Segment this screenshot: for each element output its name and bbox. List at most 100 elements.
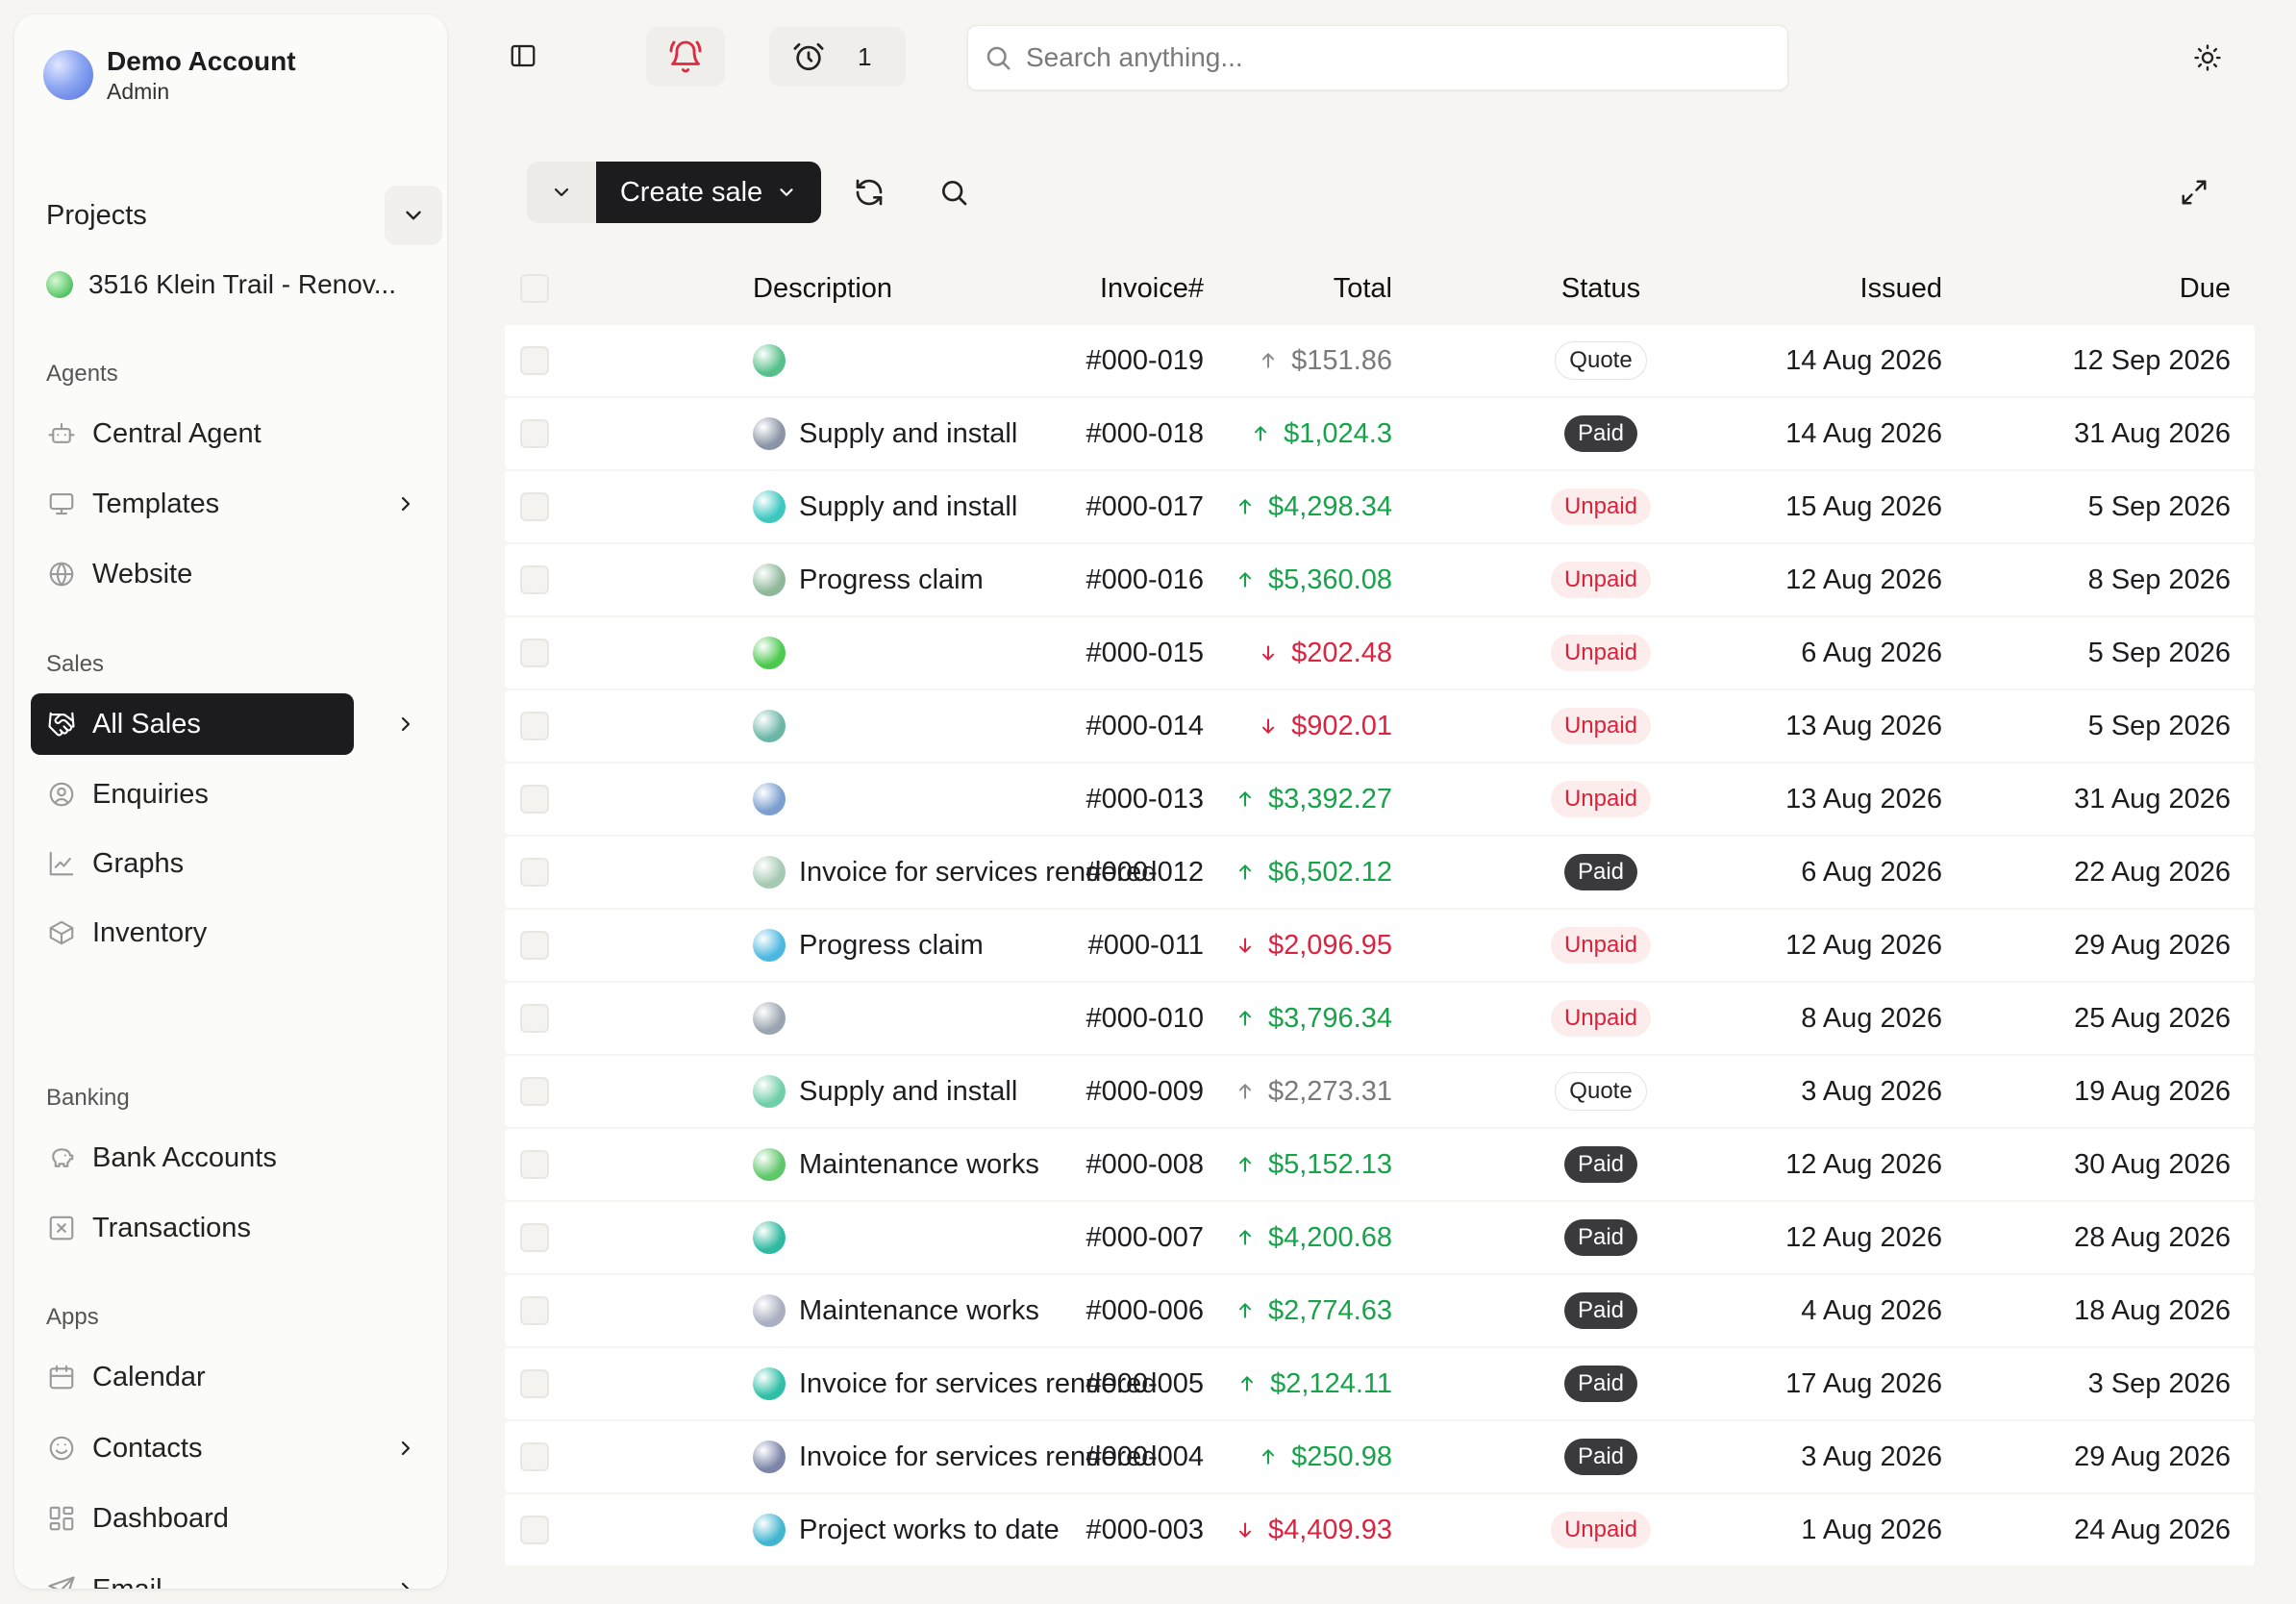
contact-avatar	[753, 929, 786, 962]
invoice-number[interactable]: #000-017	[1086, 490, 1204, 522]
table-row[interactable]: #000-006 Maintenance works $2,774.63 Paid 4 …	[505, 1275, 2255, 1346]
row-checkbox[interactable]	[520, 1202, 553, 1273]
table-row[interactable]: #000-009 Supply and install $2,273.31 Quote…	[505, 1056, 2255, 1127]
header-invoice[interactable]: Invoice#	[1099, 272, 1204, 304]
row-checkbox[interactable]	[520, 1421, 553, 1492]
view-dropdown-button[interactable]	[527, 162, 596, 223]
row-checkbox[interactable]	[520, 910, 553, 981]
invoice-number[interactable]: #000-007	[1086, 1221, 1204, 1253]
create-sale-button[interactable]: Create sale	[596, 162, 821, 223]
invoice-number[interactable]: #000-010	[1086, 1002, 1204, 1034]
invoice-number[interactable]: #000-005	[1086, 1367, 1204, 1399]
arrow-down-icon	[1235, 936, 1255, 955]
expand-button[interactable]	[2171, 169, 2217, 215]
row-checkbox[interactable]	[520, 1494, 553, 1566]
sidebar-item-transactions[interactable]: Transactions	[31, 1197, 354, 1259]
table-row[interactable]: #000-004 Invoice for services rendered $25…	[505, 1421, 2255, 1492]
table-row[interactable]: #000-007 $4,200.68 Paid 12 Aug 2026 28 Aug 2…	[505, 1202, 2255, 1273]
row-checkbox[interactable]	[520, 764, 553, 835]
sidebar-toggle-button[interactable]	[496, 29, 550, 83]
invoice-number[interactable]: #000-014	[1086, 710, 1204, 741]
table-row[interactable]: #000-008 Maintenance works $5,152.13 Paid 12…	[505, 1129, 2255, 1200]
search-bar[interactable]	[967, 25, 1788, 90]
row-checkbox[interactable]	[520, 1348, 553, 1419]
header-status[interactable]: Status	[1560, 272, 1641, 304]
sidebar-item-dashboard[interactable]: Dashboard	[31, 1488, 354, 1549]
search-input[interactable]	[1026, 42, 1757, 73]
header-total[interactable]: Total	[1333, 272, 1392, 304]
table-row[interactable]: #000-011 Progress claim $2,096.95 Unpaid 12 …	[505, 910, 2255, 981]
invoice-number[interactable]: #000-012	[1086, 856, 1204, 888]
row-checkbox[interactable]	[520, 983, 553, 1054]
table-row[interactable]: #000-003 Project works to date $4,409.93 Un…	[505, 1494, 2255, 1566]
invoice-number[interactable]: #000-008	[1086, 1148, 1204, 1180]
row-checkbox[interactable]	[520, 544, 553, 615]
projects-header: Projects	[46, 186, 442, 245]
account-role: Admin	[107, 79, 170, 104]
sidebar-item-bank-accounts[interactable]: Bank Accounts	[31, 1127, 354, 1189]
invoice-number[interactable]: #000-015	[1086, 637, 1204, 668]
contact-avatar	[753, 637, 786, 669]
refresh-button[interactable]	[846, 169, 892, 215]
status-badge: Unpaid	[1550, 1512, 1652, 1548]
invoice-number[interactable]: #000-011	[1087, 929, 1204, 961]
chevron-right-icon[interactable]	[394, 713, 417, 736]
arrow-down-icon	[1259, 716, 1278, 736]
table-row[interactable]: #000-012 Invoice for services rendered $6,…	[505, 837, 2255, 908]
invoice-number[interactable]: #000-018	[1086, 417, 1204, 449]
sidebar-item-contacts[interactable]: Contacts	[31, 1417, 354, 1479]
sidebar-item-email[interactable]: Email	[31, 1559, 354, 1589]
row-checkbox[interactable]	[520, 690, 553, 762]
total-amount: $1,024.3	[1284, 417, 1392, 449]
invoice-number[interactable]: #000-013	[1086, 783, 1204, 815]
projects-collapse-button[interactable]	[385, 186, 442, 245]
sidebar-item-enquiries[interactable]: Enquiries	[31, 764, 354, 825]
notifications-button[interactable]	[646, 27, 725, 87]
due-date: 29 Aug 2026	[2074, 1441, 2231, 1472]
select-all-checkbox[interactable]	[520, 252, 553, 325]
row-checkbox[interactable]	[520, 471, 553, 542]
header-due[interactable]: Due	[2179, 272, 2231, 304]
table-header: Invoice# Description Total Status Issued…	[505, 252, 2255, 325]
table-row[interactable]: #000-014 $902.01 Unpaid 13 Aug 2026 5 Sep 20…	[505, 690, 2255, 762]
row-checkbox[interactable]	[520, 617, 553, 689]
table-row[interactable]: #000-016 Progress claim $5,360.08 Unpaid 12 …	[505, 544, 2255, 615]
invoice-number[interactable]: #000-003	[1086, 1514, 1204, 1545]
account-switcher[interactable]: Demo Account Admin	[43, 45, 296, 105]
sidebar-item-website[interactable]: Website	[31, 543, 354, 605]
chevron-right-icon[interactable]	[394, 492, 417, 515]
row-checkbox[interactable]	[520, 1056, 553, 1127]
table-row[interactable]: #000-005 Invoice for services rendered $2,…	[505, 1348, 2255, 1419]
table-row[interactable]: #000-015 $202.48 Unpaid 6 Aug 2026 5 Sep 202…	[505, 617, 2255, 689]
table-row[interactable]: #000-019 $151.86 Quote 14 Aug 2026 12 Sep 20…	[505, 325, 2255, 396]
table-search-button[interactable]	[931, 169, 977, 215]
table-row[interactable]: #000-013 $3,392.27 Unpaid 13 Aug 2026 31 Aug…	[505, 764, 2255, 835]
row-checkbox[interactable]	[520, 1275, 553, 1346]
table-row[interactable]: #000-017 Supply and install $4,298.34 Unpai…	[505, 471, 2255, 542]
invoice-number[interactable]: #000-009	[1086, 1075, 1204, 1107]
row-checkbox[interactable]	[520, 325, 553, 396]
chevron-right-icon[interactable]	[394, 1578, 417, 1589]
chevron-right-icon[interactable]	[394, 1437, 417, 1460]
sidebar-item-inventory[interactable]: Inventory	[31, 902, 354, 964]
table-row[interactable]: #000-018 Supply and install $1,024.3 Paid 14…	[505, 398, 2255, 469]
sidebar-item-templates[interactable]: Templates	[31, 473, 354, 535]
invoice-number[interactable]: #000-006	[1086, 1294, 1204, 1326]
sidebar-item-calendar[interactable]: Calendar	[31, 1346, 354, 1408]
sidebar-item-central-agent[interactable]: Central Agent	[31, 403, 354, 464]
table-row[interactable]: #000-010 $3,796.34 Unpaid 8 Aug 2026 25 Aug …	[505, 983, 2255, 1054]
contact-avatar	[753, 1294, 786, 1327]
row-checkbox[interactable]	[520, 837, 553, 908]
sidebar-item-all-sales[interactable]: All Sales	[31, 693, 354, 755]
invoice-number[interactable]: #000-004	[1086, 1441, 1204, 1472]
row-checkbox[interactable]	[520, 398, 553, 469]
header-issued[interactable]: Issued	[1859, 272, 1942, 304]
invoice-number[interactable]: #000-016	[1086, 564, 1204, 595]
alarm-button[interactable]: 1	[769, 27, 906, 87]
row-checkbox[interactable]	[520, 1129, 553, 1200]
theme-toggle-button[interactable]	[2181, 31, 2234, 85]
sidebar-item-graphs[interactable]: Graphs	[31, 833, 354, 894]
invoice-number[interactable]: #000-019	[1086, 344, 1204, 376]
header-description[interactable]: Description	[753, 272, 893, 304]
project-item[interactable]: 3516 Klein Trail - Renov...	[46, 269, 396, 300]
